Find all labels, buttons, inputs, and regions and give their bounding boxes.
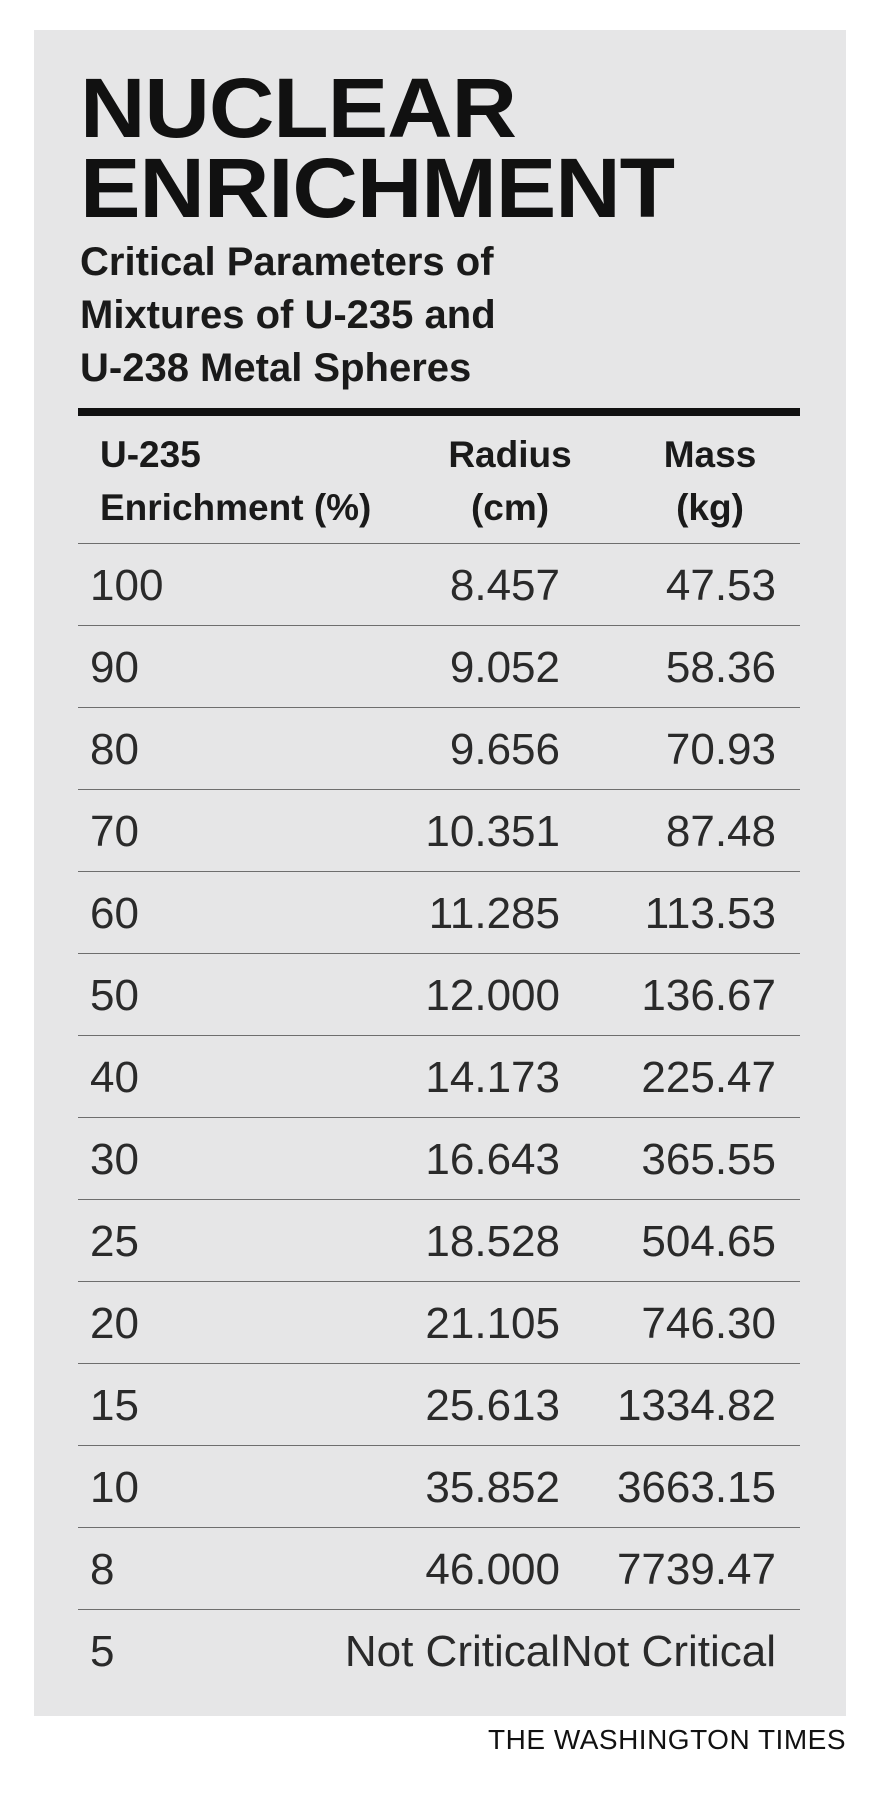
table-row: 8 46.000 7739.47: [78, 1527, 800, 1609]
radius-cell: 12.000: [425, 971, 560, 1020]
subtitle-line-2: Mixtures of U-235 and: [80, 293, 496, 337]
table-row: 10 35.852 3663.15: [78, 1445, 800, 1527]
enrichment-cell: 50: [90, 971, 139, 1020]
radius-cell: 25.613: [425, 1381, 560, 1430]
column-header-radius-line-2: (cm): [470, 487, 550, 528]
mass-cell: 58.36: [665, 643, 776, 692]
enrichment-cell: 60: [90, 889, 139, 938]
infographic-panel: [34, 30, 846, 1716]
infographic-subtitle: Critical Parameters of Mixtures of U-235…: [80, 236, 496, 395]
column-header-mass: Mass (kg): [640, 428, 780, 534]
table-row: 5 Not Critical Not Critical: [78, 1609, 800, 1691]
mass-cell: 3663.15: [616, 1463, 776, 1512]
column-header-radius: Radius (cm): [430, 428, 590, 534]
column-header-mass-line-1: Mass: [663, 434, 757, 475]
radius-cell: 14.173: [425, 1053, 560, 1102]
mass-cell: 365.55: [641, 1135, 776, 1184]
radius-cell: 9.052: [449, 643, 560, 692]
table-row: 70 10.351 87.48: [78, 789, 800, 871]
subtitle-line-1: Critical Parameters of: [80, 240, 494, 284]
mass-cell: 136.67: [641, 971, 776, 1020]
radius-cell: 9.656: [449, 725, 560, 774]
radius-cell: 11.285: [428, 889, 560, 938]
table-row: 50 12.000 136.67: [78, 953, 800, 1035]
infographic-title: NUCLEAR ENRICHMENT: [80, 61, 675, 235]
table-row: 20 21.105 746.30: [78, 1281, 800, 1363]
radius-cell: 10.351: [425, 807, 560, 856]
table-row: 100 8.457 47.53: [78, 543, 800, 625]
column-header-enrichment-line-2: Enrichment (%): [100, 487, 372, 528]
enrichment-cell: 80: [90, 725, 139, 774]
enrichment-cell: 15: [90, 1381, 139, 1430]
radius-cell: Not Critical: [344, 1627, 560, 1676]
enrichment-cell: 25: [90, 1217, 139, 1266]
table-row: 15 25.613 1334.82: [78, 1363, 800, 1445]
column-header-enrichment: U-235 Enrichment (%): [100, 428, 371, 534]
mass-cell: 47.53: [665, 561, 776, 610]
enrichment-cell: 40: [90, 1053, 139, 1102]
radius-cell: 8.457: [449, 561, 560, 610]
enrichment-cell: 100: [90, 561, 164, 610]
enrichment-cell: 30: [90, 1135, 139, 1184]
column-header-mass-line-2: (kg): [676, 487, 744, 528]
table-row: 60 11.285 113.53: [78, 871, 800, 953]
subtitle-line-3: U-238 Metal Spheres: [80, 346, 472, 390]
mass-cell: 504.65: [641, 1217, 776, 1266]
table-row: 30 16.643 365.55: [78, 1117, 800, 1199]
enrichment-cell: 70: [90, 807, 139, 856]
mass-cell: 7739.47: [616, 1545, 776, 1594]
radius-cell: 21.105: [425, 1299, 560, 1348]
radius-cell: 35.852: [425, 1463, 560, 1512]
table-row: 40 14.173 225.47: [78, 1035, 800, 1117]
header-divider: [78, 408, 800, 416]
mass-cell: 746.30: [641, 1299, 776, 1348]
title-line-2: ENRICHMENT: [80, 141, 675, 235]
enrichment-cell: 5: [90, 1627, 115, 1676]
radius-cell: 18.528: [425, 1217, 560, 1266]
column-header-radius-line-1: Radius: [448, 434, 572, 475]
table-row: 80 9.656 70.93: [78, 707, 800, 789]
table-row: 25 18.528 504.65: [78, 1199, 800, 1281]
data-table: 100 8.457 47.53 90 9.052 58.36 80 9.656 70.93 70 1…: [78, 543, 800, 1691]
radius-cell: 46.000: [425, 1545, 560, 1594]
enrichment-cell: 90: [90, 643, 139, 692]
enrichment-cell: 8: [90, 1545, 115, 1594]
mass-cell: 87.48: [665, 807, 776, 856]
mass-cell: 70.93: [665, 725, 776, 774]
source-credit: THE WASHINGTON TIMES: [488, 1724, 846, 1755]
mass-cell: 225.47: [641, 1053, 776, 1102]
radius-cell: 16.643: [425, 1135, 560, 1184]
mass-cell: 1334.82: [616, 1381, 776, 1430]
title-line-1: NUCLEAR: [80, 61, 517, 155]
table-row: 90 9.052 58.36: [78, 625, 800, 707]
enrichment-cell: 10: [90, 1463, 139, 1512]
mass-cell: Not Critical: [560, 1627, 776, 1676]
enrichment-cell: 20: [90, 1299, 139, 1348]
mass-cell: 113.53: [644, 889, 776, 938]
column-header-enrichment-line-1: U-235: [100, 434, 201, 475]
